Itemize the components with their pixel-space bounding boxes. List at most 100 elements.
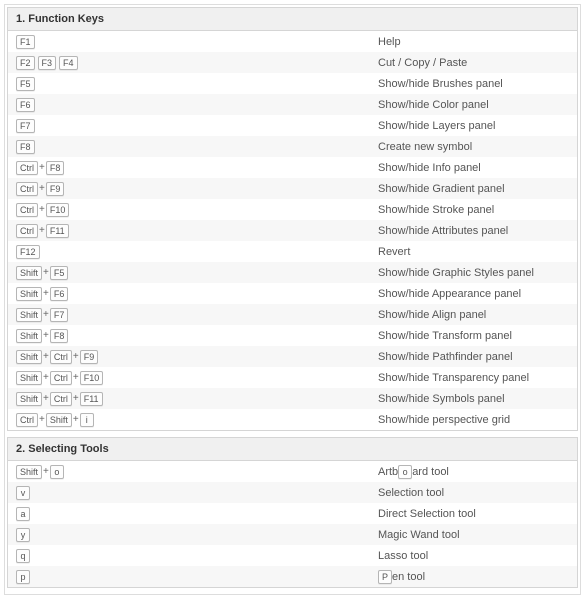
key-cap: Shift bbox=[16, 350, 42, 364]
shortcut-keys: Ctrl+Shift+i bbox=[16, 413, 378, 427]
shortcut-description: Selection tool bbox=[378, 487, 569, 499]
shortcut-description: Show/hide Stroke panel bbox=[378, 204, 569, 216]
key-cap: v bbox=[16, 486, 30, 500]
shortcut-keys: Shift+F5 bbox=[16, 266, 378, 280]
shortcut-description: Show/hide Align panel bbox=[378, 309, 569, 321]
shortcut-keys: F5 bbox=[16, 77, 378, 91]
shortcut-keys: Shift+Ctrl+F11 bbox=[16, 392, 378, 406]
key-cap: F8 bbox=[46, 161, 65, 175]
shortcut-description: Pen tool bbox=[378, 570, 569, 584]
section-header: 2. Selecting Tools bbox=[8, 438, 577, 461]
key-cap: F2 bbox=[16, 56, 35, 70]
shortcut-row: Ctrl+F9Show/hide Gradient panel bbox=[8, 178, 577, 199]
key-cap: Shift bbox=[16, 287, 42, 301]
key-plus: + bbox=[43, 288, 49, 299]
shortcut-description: Show/hide Graphic Styles panel bbox=[378, 267, 569, 279]
key-cap: Ctrl bbox=[16, 413, 38, 427]
shortcut-keys: v bbox=[16, 486, 378, 500]
shortcut-keys: F7 bbox=[16, 119, 378, 133]
key-cap: F11 bbox=[46, 224, 69, 238]
key-cap: Shift bbox=[16, 329, 42, 343]
shortcut-description: Help bbox=[378, 36, 569, 48]
shortcut-description: Show/hide Attributes panel bbox=[378, 225, 569, 237]
key-cap: F9 bbox=[46, 182, 65, 196]
key-cap: Ctrl bbox=[16, 161, 38, 175]
shortcut-description: Show/hide Pathfinder panel bbox=[378, 351, 569, 363]
key-plus: + bbox=[39, 225, 45, 236]
shortcut-row: Ctrl+F11 Show/hide Attributes panel bbox=[8, 220, 577, 241]
shortcut-keys: y bbox=[16, 528, 378, 542]
key-cap: a bbox=[16, 507, 30, 521]
shortcut-row: qLasso tool bbox=[8, 545, 577, 566]
key-cap: F8 bbox=[16, 140, 35, 154]
shortcut-keys: Shift+F8 bbox=[16, 329, 378, 343]
shortcut-keys: Ctrl+F8 bbox=[16, 161, 378, 175]
shortcut-row: Ctrl+F8Show/hide Info panel bbox=[8, 157, 577, 178]
shortcut-row: F5Show/hide Brushes panel bbox=[8, 73, 577, 94]
key-cap: Shift bbox=[16, 392, 42, 406]
shortcut-keys: a bbox=[16, 507, 378, 521]
key-cap: Shift bbox=[16, 266, 42, 280]
shortcut-description: Show/hide Transform panel bbox=[378, 330, 569, 342]
key-cap: F6 bbox=[50, 287, 69, 301]
shortcut-description: Magic Wand tool bbox=[378, 529, 569, 541]
shortcut-row: F7 Show/hide Layers panel bbox=[8, 115, 577, 136]
key-plus: + bbox=[39, 414, 45, 425]
shortcut-keys: p bbox=[16, 570, 378, 584]
key-cap: F3 bbox=[38, 56, 57, 70]
shortcut-row: y Magic Wand tool bbox=[8, 524, 577, 545]
shortcut-description: Show/hide Symbols panel bbox=[378, 393, 569, 405]
key-cap: F12 bbox=[16, 245, 40, 259]
shortcut-keys: Ctrl+F9 bbox=[16, 182, 378, 196]
key-cap: F8 bbox=[50, 329, 69, 343]
shortcut-row: Shift+F6Show/hide Appearance panel bbox=[8, 283, 577, 304]
shortcut-description: Show/hide Color panel bbox=[378, 99, 569, 111]
shortcut-row: Shift+Ctrl+F11Show/hide Symbols panel bbox=[8, 388, 577, 409]
shortcut-row: F12 Revert bbox=[8, 241, 577, 262]
section-header: 1. Function Keys bbox=[8, 8, 577, 31]
shortcut-row: Shift+Ctrl+F10Show/hide Transparency pan… bbox=[8, 367, 577, 388]
key-plus: + bbox=[39, 183, 45, 194]
key-plus: + bbox=[43, 466, 49, 477]
shortcut-section: 2. Selecting ToolsShift+oArtboard toolvS… bbox=[7, 437, 578, 588]
shortcut-reference: 1. Function KeysF1HelpF2F3F4Cut / Copy /… bbox=[4, 4, 581, 595]
shortcut-description: Show/hide perspective grid bbox=[378, 414, 569, 426]
key-cap: q bbox=[16, 549, 30, 563]
key-cap: P bbox=[378, 570, 392, 584]
key-cap: o bbox=[50, 465, 64, 479]
key-plus: + bbox=[43, 393, 49, 404]
key-cap: i bbox=[80, 413, 94, 427]
key-cap: Ctrl bbox=[16, 203, 38, 217]
shortcut-row: Ctrl+F10Show/hide Stroke panel bbox=[8, 199, 577, 220]
key-cap: Ctrl bbox=[16, 182, 38, 196]
key-plus: + bbox=[39, 162, 45, 173]
shortcut-keys: q bbox=[16, 549, 378, 563]
key-cap: F7 bbox=[16, 119, 35, 133]
key-cap: y bbox=[16, 528, 30, 542]
shortcut-description: Create new symbol bbox=[378, 141, 569, 153]
key-plus: + bbox=[43, 267, 49, 278]
shortcut-row: F8 Create new symbol bbox=[8, 136, 577, 157]
shortcut-description: Show/hide Layers panel bbox=[378, 120, 569, 132]
key-plus: + bbox=[73, 414, 79, 425]
key-cap: Ctrl bbox=[16, 224, 38, 238]
shortcut-row: Shift+F5Show/hide Graphic Styles panel bbox=[8, 262, 577, 283]
shortcut-description: Revert bbox=[378, 246, 569, 258]
key-cap: F5 bbox=[50, 266, 69, 280]
shortcut-keys: F6 bbox=[16, 98, 378, 112]
key-cap: Shift bbox=[16, 308, 42, 322]
shortcut-keys: F1 bbox=[16, 35, 378, 49]
key-cap: Shift bbox=[16, 465, 42, 479]
key-plus: + bbox=[43, 372, 49, 383]
key-cap: F7 bbox=[50, 308, 69, 322]
key-cap: Shift bbox=[16, 371, 42, 385]
shortcut-description: Show/hide Appearance panel bbox=[378, 288, 569, 300]
key-cap: Ctrl bbox=[50, 371, 72, 385]
shortcut-keys: Shift+F6 bbox=[16, 287, 378, 301]
key-plus: + bbox=[43, 309, 49, 320]
shortcut-keys: Shift+o bbox=[16, 465, 378, 479]
key-cap: F10 bbox=[80, 371, 104, 385]
key-plus: + bbox=[73, 351, 79, 362]
shortcut-row: pPen tool bbox=[8, 566, 577, 587]
shortcut-row: aDirect Selection tool bbox=[8, 503, 577, 524]
